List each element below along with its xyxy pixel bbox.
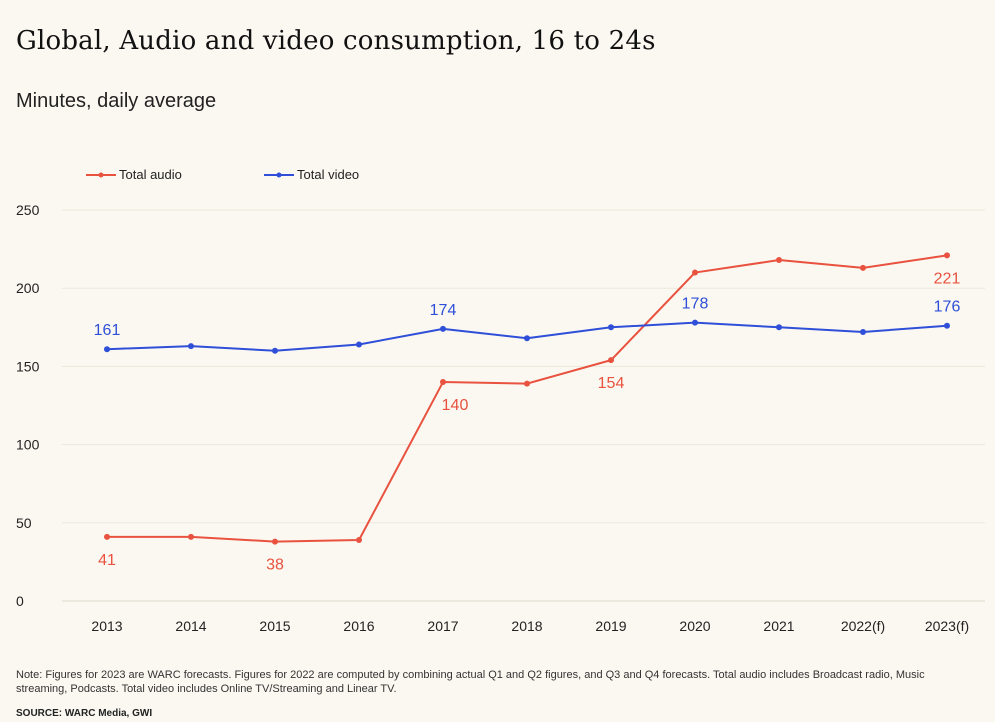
legend-entry: Total audio: [119, 167, 182, 182]
data-point: [272, 347, 278, 354]
data-label: 140: [442, 397, 469, 414]
data-point: [608, 357, 614, 364]
data-point: [524, 380, 530, 387]
x-tick-label: 2020: [679, 618, 710, 634]
y-tick-label: 0: [16, 593, 24, 609]
data-point: [944, 252, 950, 259]
y-tick-label: 100: [16, 437, 40, 453]
data-label: 176: [934, 299, 961, 316]
x-tick-label: 2021: [763, 618, 794, 634]
chart-source: SOURCE: WARC Media, GWI: [16, 708, 153, 719]
data-label: 161: [94, 322, 121, 339]
data-label: 41: [98, 552, 116, 569]
x-tick-label: 2013: [91, 618, 122, 634]
series-line-0: [107, 254, 948, 543]
y-tick-label: 250: [16, 202, 40, 218]
data-point: [188, 533, 194, 540]
y-tick-label: 200: [16, 280, 40, 296]
data-point: [356, 341, 362, 348]
x-tick-label: 2015: [259, 618, 290, 634]
x-tick-label: 2019: [595, 618, 626, 634]
y-tick-label: 50: [16, 515, 32, 531]
x-tick-label: 2018: [511, 618, 542, 634]
data-point: [776, 257, 782, 264]
data-point: [860, 264, 866, 271]
legend-entry: Total video: [297, 167, 359, 182]
data-point: [440, 379, 446, 386]
chart-note: Note: Figures for 2023 are WARC forecast…: [16, 669, 925, 695]
x-tick-label: 2014: [175, 618, 206, 634]
data-label: 38: [266, 557, 284, 574]
data-point: [524, 335, 530, 342]
data-label: 178: [682, 296, 709, 313]
y-tick-label: 150: [16, 358, 40, 374]
data-point: [272, 538, 278, 545]
x-tick-label: 2022(f): [841, 618, 885, 634]
data-point: [860, 328, 866, 335]
data-label: 174: [430, 302, 457, 319]
data-point: [692, 269, 698, 276]
data-label: 221: [934, 270, 961, 287]
data-point: [440, 325, 446, 332]
legend-marker-1: [276, 172, 282, 178]
line-chart: 0 50 100 150 200 250 2013 2014 2015 2016 2017 2018 2…: [16, 167, 985, 634]
data-point: [104, 533, 110, 540]
data-point: [692, 319, 698, 326]
x-tick-label: 2016: [343, 618, 374, 634]
data-label: 154: [598, 375, 625, 392]
data-point: [188, 343, 194, 350]
data-point: [608, 324, 614, 331]
chart-title: Global, Audio and video consumption, 16 …: [16, 26, 656, 56]
data-point: [104, 346, 110, 353]
data-point: [776, 324, 782, 331]
data-point: [356, 537, 362, 544]
chart-subtitle: Minutes, daily average: [16, 90, 217, 112]
legend-marker-0: [98, 172, 104, 178]
x-tick-label: 2023(f): [925, 618, 969, 634]
data-point: [944, 322, 950, 329]
x-tick-label: 2017: [427, 618, 458, 634]
